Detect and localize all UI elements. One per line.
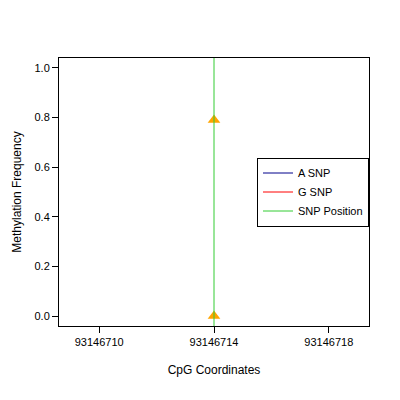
- svg-text:0.8: 0.8: [35, 111, 50, 123]
- svg-text:0.4: 0.4: [35, 211, 50, 223]
- svg-text:93146710: 93146710: [75, 336, 124, 348]
- svg-text:0.6: 0.6: [35, 161, 50, 173]
- svg-text:1.0: 1.0: [35, 62, 50, 74]
- svg-text:CpG Coordinates: CpG Coordinates: [168, 363, 261, 377]
- svg-text:A SNP: A SNP: [298, 167, 330, 179]
- svg-text:0.2: 0.2: [35, 260, 50, 272]
- svg-text:0.0: 0.0: [35, 310, 50, 322]
- svg-text:93146714: 93146714: [190, 336, 239, 348]
- svg-text:SNP Position: SNP Position: [298, 205, 363, 217]
- svg-text:G SNP: G SNP: [298, 186, 332, 198]
- svg-text:Methylation Frequency: Methylation Frequency: [10, 131, 24, 252]
- svg-text:93146718: 93146718: [304, 336, 353, 348]
